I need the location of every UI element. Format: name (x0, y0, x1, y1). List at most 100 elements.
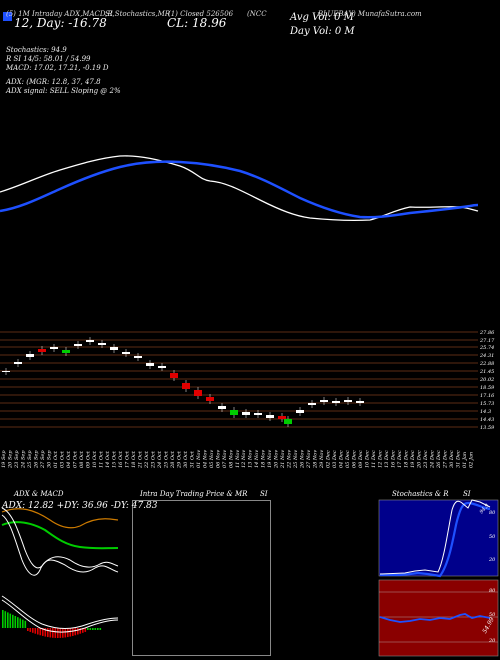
price-level-label: 18.59 (480, 385, 495, 391)
date-label: 31 Dec (456, 450, 462, 468)
candle-body (86, 340, 94, 342)
date-label: 23 Dec (423, 450, 429, 469)
date-label: 11 Nov (235, 450, 241, 468)
date-label: 31 Oct (189, 450, 195, 468)
candle-body (254, 413, 262, 415)
date-label: 19 Dec (410, 450, 416, 468)
stochastics-panel (378, 499, 499, 577)
date-label: 30 Dec (449, 450, 455, 468)
date-label: 30 Sep (46, 450, 52, 468)
adx-values-label: ADX: 12.82 +DY: 36.96 -DY: 47.83 (2, 501, 158, 511)
rsi-level-80: 80 (489, 588, 496, 594)
price-level-label: 27.17 (479, 338, 495, 344)
candle-body (62, 350, 70, 353)
price-ma-white-line (0, 155, 479, 222)
adx-macd-panel (0, 500, 119, 655)
company-label: BLUEBAY) MunafaSutra.com (318, 10, 422, 18)
price-ma-blue-line (0, 160, 479, 219)
candle-body (284, 419, 292, 424)
date-label: 17 Oct (124, 450, 130, 468)
macd-bar (32, 628, 34, 633)
macd-bar (42, 628, 44, 636)
stoch-level-20: 20 (489, 557, 496, 563)
date-label: 26 Sep (33, 450, 39, 469)
date-label: 08 Oct (79, 450, 85, 468)
intraday-si-label: SI (260, 490, 268, 498)
price-level-label: 13.59 (480, 425, 495, 431)
candle-body (134, 356, 142, 358)
price-change-label: 12, Day: -16.78 (14, 16, 107, 30)
date-label: 19 Sep (1, 450, 7, 468)
rsi-value: R SI 14/5: 58.01 / 54.99 (6, 55, 91, 63)
stochastics-title: Stochastics & R (392, 490, 449, 498)
date-label: 17 Dec (397, 450, 403, 468)
intraday-title: Intra Day Trading Price & MR (140, 490, 248, 498)
date-label: 12 Dec (378, 450, 384, 468)
candle-body (332, 401, 340, 403)
adx-signal: ADX signal: SELL Sloping @ 2% (6, 87, 121, 95)
macd-bar (94, 628, 97, 630)
price-level-label: 17.16 (480, 393, 495, 399)
candle-body (206, 397, 214, 401)
macd-bar (37, 628, 39, 635)
date-label: 03 Oct (59, 450, 65, 468)
candle-body (230, 410, 238, 415)
macd-bar (34, 628, 37, 634)
date-label: 14 Nov (254, 450, 260, 468)
symbol-label: (NCC (247, 10, 267, 18)
macd-bar (39, 628, 42, 636)
price-level-label: 25.74 (479, 345, 494, 351)
stoch-level-50: 50 (489, 534, 496, 540)
macd-bar (84, 628, 87, 632)
candle-body (74, 344, 82, 346)
date-label: 02 Dec (326, 450, 332, 468)
macd-histogram (2, 610, 102, 638)
date-label: 16 Oct (118, 450, 124, 468)
date-label: 09 Dec (358, 450, 364, 468)
macd-value: MACD: 17.02, 17.21, -0.19 D (6, 64, 109, 72)
date-label: 18 Oct (131, 450, 137, 468)
date-label: 01 Oct (53, 450, 59, 468)
date-label: 29 Oct (176, 450, 182, 469)
date-label: 02 Jan (469, 452, 475, 468)
stochastics-si-label: SI (463, 490, 471, 498)
macd-bar (64, 628, 67, 638)
date-label: 25 Sep (27, 450, 33, 469)
macd-bar (24, 620, 27, 628)
date-label: 30 Oct (183, 450, 189, 468)
macd-bar (92, 628, 94, 630)
date-label: 04 Dec (339, 450, 345, 468)
macd-bar (89, 628, 92, 630)
adx-macd-title: ADX & MACD (14, 490, 64, 498)
macd-bar (4, 611, 7, 628)
candlesticks (2, 337, 364, 427)
price-grid (0, 331, 478, 428)
date-label: 10 Dec (365, 450, 371, 468)
candle-body (296, 410, 304, 413)
ticker-code-label: (1) Closed 526506 (168, 10, 234, 18)
date-label: 29 Nov (319, 450, 325, 469)
macd-bar (87, 628, 89, 630)
date-label: 20 Sep (7, 450, 13, 469)
macd-bar (52, 628, 54, 638)
macd-bar (12, 614, 14, 628)
date-label: 20 Dec (417, 450, 423, 469)
adx-value: ADX: (MGR: 12.8, 37, 47.8 (6, 78, 101, 86)
date-label: 21 Oct (137, 450, 143, 469)
candle-body (50, 347, 58, 349)
macd-bar (77, 628, 79, 635)
date-label: 12 Nov (241, 450, 247, 468)
avg-vol-label: Avg Vol: 0 M (290, 12, 354, 23)
macd-bar (7, 612, 9, 628)
date-label: 01 Nov (196, 450, 202, 468)
macd-bar (82, 628, 84, 633)
date-label: 23 Sep (14, 450, 20, 469)
macd-bar (69, 628, 72, 637)
candle-body (218, 406, 226, 409)
macd-bar (62, 628, 64, 638)
rsi-level-20: 20 (489, 638, 496, 644)
date-label: 15 Oct (111, 450, 117, 468)
date-label: 11 Dec (371, 450, 377, 468)
